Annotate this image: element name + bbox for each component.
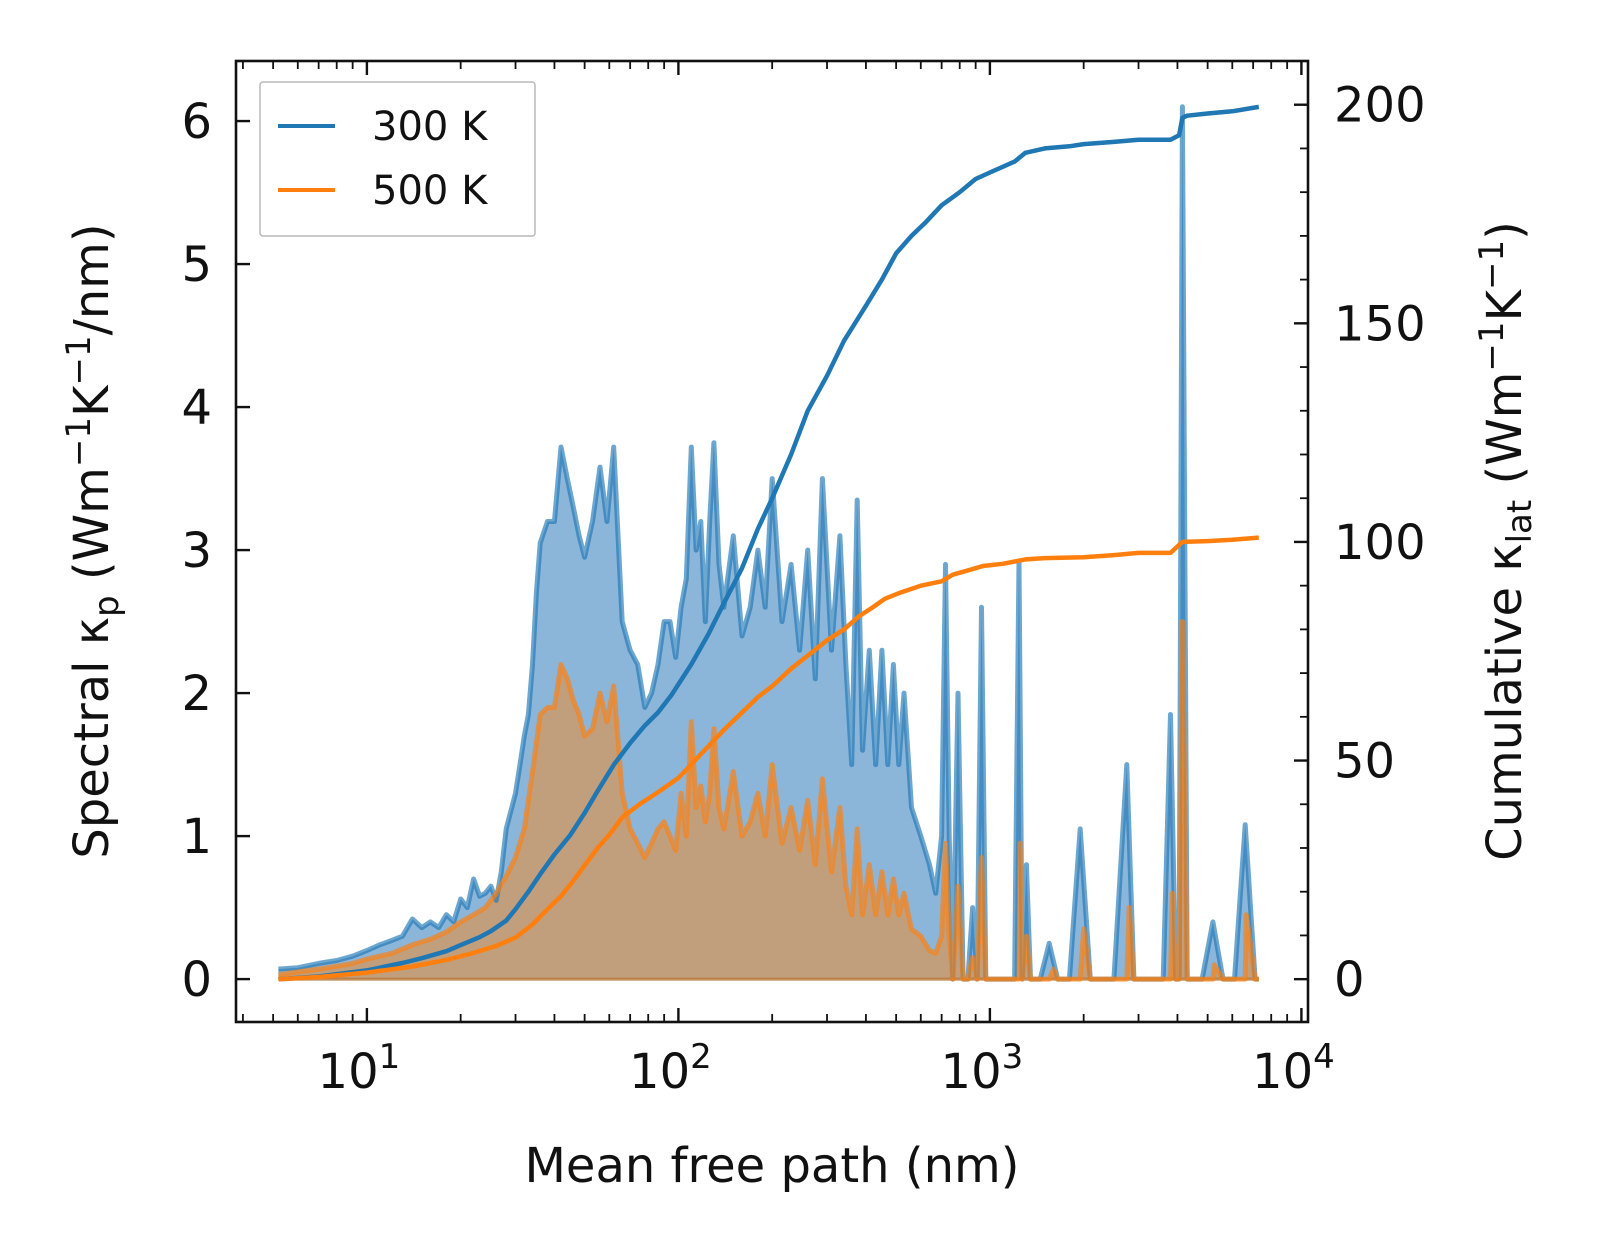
legend-box [259, 81, 536, 237]
left-y-tick-label: 0 [181, 952, 212, 1008]
left-y-tick-label: 3 [181, 523, 212, 579]
spectral-fills [278, 106, 1259, 980]
cumulative-line-300k [278, 104, 1260, 982]
left-y-tick-label: 6 [181, 94, 212, 150]
right-y-tick-label: 200 [1334, 78, 1426, 134]
left-y-axis-label: Spectral κp (Wm−1K−1/nm) [59, 223, 127, 858]
spectral-line-500k [278, 619, 1259, 982]
spectral-area-500k [278, 621, 1259, 980]
x-axis-label: Mean free path (nm) [525, 1138, 1020, 1194]
right-y-axis-label: Cumulative κlat (Wm−1K−1) [1472, 221, 1540, 861]
legend-label-500k: 500 K [372, 168, 489, 214]
x-tick-label: 104 [1252, 1037, 1335, 1100]
x-tick-label: 102 [629, 1037, 712, 1100]
right-y-tick-label: 100 [1334, 515, 1426, 571]
right-y-tick-label: 0 [1334, 952, 1365, 1008]
left-y-tick-label: 5 [181, 237, 212, 293]
right-y-axis-ticks: 0 50 100 150 200 [1294, 78, 1426, 1008]
cumulative-lines [278, 104, 1260, 982]
legend-label-300k: 300 K [372, 104, 489, 150]
left-y-axis-ticks: 0 1 2 3 4 5 6 [181, 94, 250, 1008]
spectral-lines [278, 104, 1259, 982]
x-axis-ticks: 101 102 103 104 [242, 61, 1335, 1100]
left-y-tick-label: 1 [181, 809, 212, 865]
right-y-tick-label: 150 [1334, 296, 1426, 352]
legend: 300 K 500 K [259, 81, 536, 237]
cumulative-line-500k [278, 535, 1259, 982]
left-y-tick-label: 2 [181, 666, 212, 722]
x-tick-label: 103 [941, 1037, 1024, 1100]
left-y-tick-label: 4 [181, 380, 212, 436]
right-y-tick-label: 50 [1334, 734, 1395, 790]
spectral-area-300k [278, 106, 1259, 980]
x-tick-label: 101 [318, 1037, 401, 1100]
